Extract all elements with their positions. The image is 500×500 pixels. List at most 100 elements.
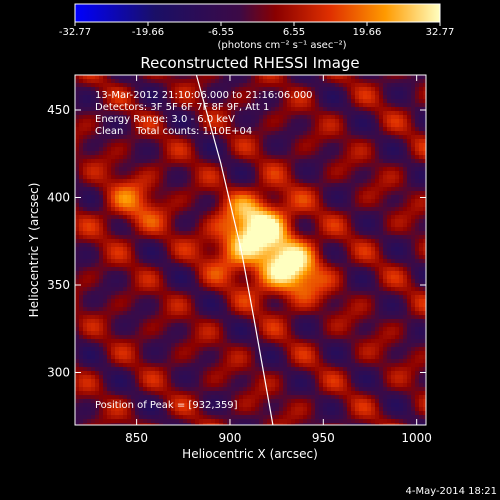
- heatmap-cell: [363, 275, 367, 279]
- heatmap-cell: [279, 295, 283, 299]
- heatmap-cell: [147, 207, 151, 211]
- heatmap-cell: [107, 267, 111, 271]
- heatmap-cell: [411, 231, 415, 235]
- heatmap-cell: [215, 171, 219, 175]
- heatmap-cell: [295, 143, 299, 147]
- heatmap-cell: [283, 111, 287, 115]
- heatmap-cell: [179, 199, 183, 203]
- heatmap-cell: [375, 287, 379, 291]
- heatmap-cell: [107, 183, 111, 187]
- heatmap-cell: [91, 247, 95, 251]
- heatmap-cell: [271, 107, 275, 111]
- heatmap-cell: [287, 159, 291, 163]
- heatmap-cell: [291, 263, 295, 267]
- heatmap-cell: [283, 255, 287, 259]
- heatmap-cell: [151, 291, 155, 295]
- heatmap-cell: [123, 211, 127, 215]
- heatmap-cell: [323, 203, 327, 207]
- heatmap-cell: [347, 111, 351, 115]
- heatmap-cell: [279, 267, 283, 271]
- heatmap-cell: [235, 119, 239, 123]
- heatmap-cell: [251, 87, 255, 91]
- heatmap-cell: [115, 107, 119, 111]
- heatmap-cell: [275, 179, 279, 183]
- heatmap-cell: [107, 151, 111, 155]
- heatmap-cell: [203, 227, 207, 231]
- heatmap-cell: [391, 175, 395, 179]
- heatmap-cell: [403, 215, 407, 219]
- heatmap-cell: [379, 139, 383, 143]
- heatmap-cell: [139, 143, 143, 147]
- heatmap-cell: [195, 91, 199, 95]
- heatmap-cell: [127, 251, 131, 255]
- heatmap-cell: [263, 223, 267, 227]
- heatmap-cell: [107, 95, 111, 99]
- heatmap-cell: [335, 235, 339, 239]
- heatmap-cell: [295, 263, 299, 267]
- heatmap-cell: [103, 95, 107, 99]
- heatmap-cell: [203, 295, 207, 299]
- heatmap-cell: [343, 107, 347, 111]
- heatmap-cell: [255, 171, 259, 175]
- heatmap-cell: [79, 219, 83, 223]
- heatmap-cell: [99, 267, 103, 271]
- heatmap-cell: [147, 239, 151, 243]
- heatmap-cell: [223, 231, 227, 235]
- heatmap-cell: [383, 255, 387, 259]
- heatmap-cell: [287, 95, 291, 99]
- heatmap-cell: [251, 175, 255, 179]
- heatmap-cell: [95, 179, 99, 183]
- heatmap-cell: [183, 171, 187, 175]
- heatmap-cell: [283, 131, 287, 135]
- heatmap-cell: [403, 275, 407, 279]
- heatmap-cell: [339, 131, 343, 135]
- heatmap-cell: [143, 119, 147, 123]
- heatmap-cell: [203, 239, 207, 243]
- heatmap-cell: [299, 215, 303, 219]
- heatmap-cell: [271, 103, 275, 107]
- heatmap-cell: [355, 131, 359, 135]
- heatmap-cell: [219, 135, 223, 139]
- heatmap-cell: [311, 271, 315, 275]
- heatmap-cell: [247, 267, 251, 271]
- heatmap-cell: [371, 87, 375, 91]
- heatmap-cell: [91, 187, 95, 191]
- heatmap-cell: [83, 195, 87, 199]
- heatmap-cell: [95, 183, 99, 187]
- heatmap-cell: [143, 247, 147, 251]
- heatmap-cell: [371, 203, 375, 207]
- heatmap-cell: [83, 147, 87, 151]
- heatmap-cell: [311, 75, 315, 79]
- heatmap-cell: [203, 131, 207, 135]
- heatmap-cell: [187, 231, 191, 235]
- heatmap-cell: [303, 187, 307, 191]
- heatmap-cell: [179, 163, 183, 167]
- heatmap-cell: [147, 275, 151, 279]
- heatmap-cell: [375, 103, 379, 107]
- heatmap-cell: [303, 139, 307, 143]
- heatmap-cell: [231, 195, 235, 199]
- heatmap-cell: [107, 211, 111, 215]
- heatmap-cell: [339, 175, 343, 179]
- heatmap-cell: [107, 175, 111, 179]
- heatmap-cell: [263, 187, 267, 191]
- heatmap-cell: [207, 187, 211, 191]
- heatmap-cell: [203, 219, 207, 223]
- heatmap-cell: [275, 103, 279, 107]
- heatmap-cell: [387, 215, 391, 219]
- heatmap-cell: [79, 147, 83, 151]
- heatmap-cell: [271, 151, 275, 155]
- heatmap-cell: [415, 231, 419, 235]
- heatmap-cell: [275, 279, 279, 283]
- heatmap-cell: [323, 247, 327, 251]
- heatmap-cell: [163, 203, 167, 207]
- heatmap-cell: [123, 143, 127, 147]
- heatmap-cell: [367, 151, 371, 155]
- heatmap-cell: [187, 199, 191, 203]
- heatmap-cell: [107, 115, 111, 119]
- heatmap-cell: [283, 147, 287, 151]
- heatmap-cell: [343, 135, 347, 139]
- heatmap-cell: [147, 131, 151, 135]
- colorbar-tick-label: -32.77: [59, 27, 91, 38]
- heatmap-cell: [367, 235, 371, 239]
